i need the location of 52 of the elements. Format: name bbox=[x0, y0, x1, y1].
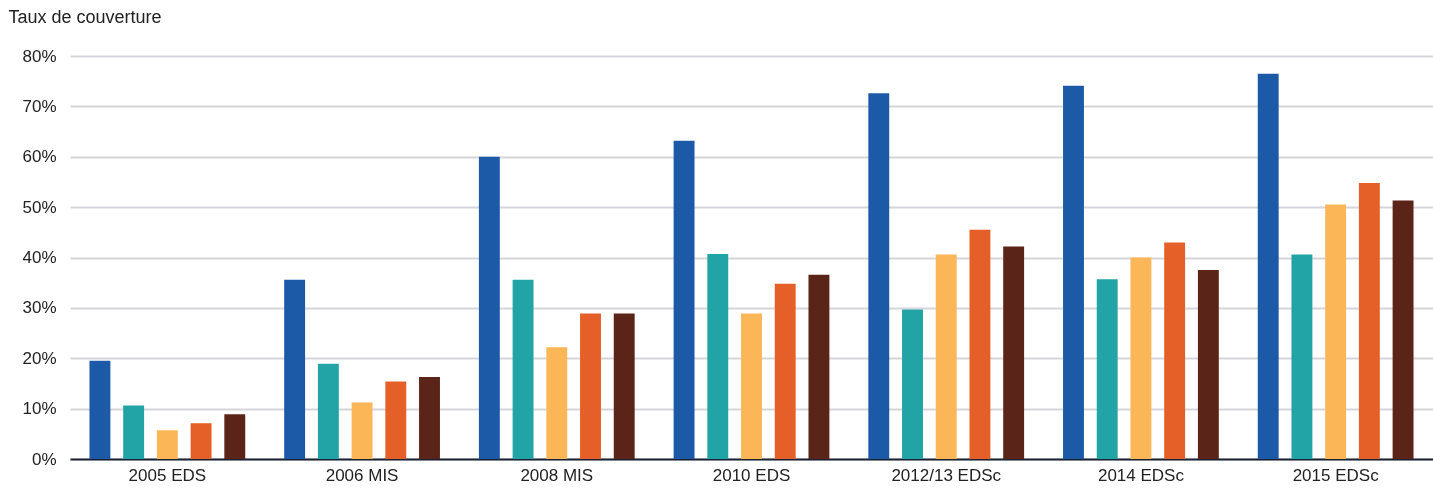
bar bbox=[156, 430, 178, 459]
bar bbox=[935, 254, 957, 459]
bar bbox=[190, 423, 212, 459]
x-tick-label: 2008 MIS bbox=[520, 465, 594, 485]
bar bbox=[902, 309, 923, 459]
bar bbox=[1358, 182, 1380, 459]
x-tick-label: 2005 EDS bbox=[128, 465, 207, 485]
bar bbox=[478, 156, 500, 459]
bar bbox=[284, 279, 306, 459]
bar bbox=[808, 274, 830, 459]
bar bbox=[89, 360, 111, 459]
bar bbox=[969, 229, 991, 459]
y-tick-label: 10% bbox=[22, 399, 57, 419]
bar bbox=[707, 253, 729, 459]
bar bbox=[673, 140, 695, 459]
bar bbox=[1130, 257, 1152, 459]
bar bbox=[123, 405, 145, 459]
bar bbox=[613, 313, 635, 459]
bar bbox=[774, 283, 796, 459]
bar bbox=[1063, 85, 1084, 459]
y-tick-label: 20% bbox=[22, 348, 57, 368]
x-tick-label: 2014 EDSc bbox=[1097, 465, 1185, 485]
x-tick-label: 2012/13 EDSc bbox=[891, 465, 1002, 485]
bar bbox=[1197, 270, 1219, 459]
bar bbox=[1003, 246, 1025, 459]
y-tick-label: 30% bbox=[22, 298, 57, 318]
bar bbox=[351, 402, 373, 459]
bar bbox=[580, 313, 601, 459]
x-tick-label: 2010 EDS bbox=[712, 465, 791, 485]
bar bbox=[868, 93, 890, 459]
y-tick-label: 80% bbox=[22, 46, 57, 66]
bar bbox=[1325, 204, 1347, 459]
y-tick-label: 60% bbox=[22, 147, 57, 167]
bar bbox=[1096, 279, 1118, 459]
y-tick-label: 70% bbox=[22, 96, 57, 116]
bar bbox=[741, 313, 762, 459]
bar bbox=[1291, 254, 1313, 459]
bar bbox=[317, 363, 339, 459]
y-tick-label: 0% bbox=[31, 449, 57, 469]
y-tick-label: 50% bbox=[22, 197, 57, 217]
bar bbox=[1164, 242, 1186, 459]
y-axis-title: Taux de couverture bbox=[8, 6, 162, 27]
bar bbox=[1257, 73, 1279, 459]
bar bbox=[1392, 200, 1414, 459]
bar bbox=[546, 347, 568, 459]
x-tick-label: 2006 MIS bbox=[325, 465, 399, 485]
bar bbox=[385, 381, 407, 459]
bar bbox=[419, 376, 440, 459]
bar bbox=[224, 414, 246, 459]
y-tick-label: 40% bbox=[22, 248, 57, 267]
bar bbox=[512, 279, 534, 459]
x-tick-label: 2015 EDSc bbox=[1292, 465, 1380, 485]
